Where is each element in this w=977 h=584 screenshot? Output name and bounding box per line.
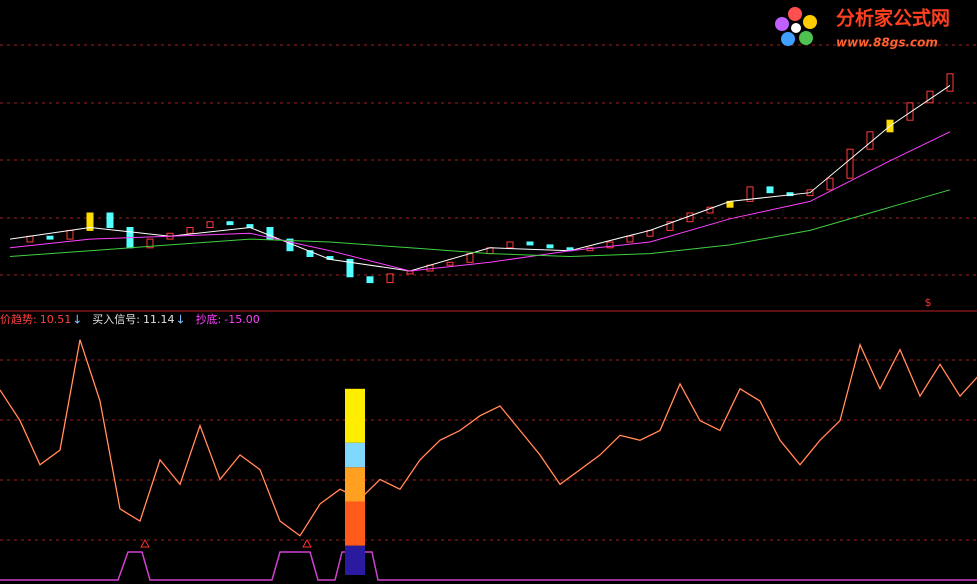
candle	[526, 241, 534, 246]
signal-line	[0, 551, 977, 581]
stack-segment	[345, 501, 365, 546]
candle	[626, 235, 634, 243]
candle	[906, 102, 914, 121]
stack-segment	[345, 388, 365, 443]
moving-average	[9, 189, 951, 258]
candle	[106, 212, 114, 228]
stack-segment	[345, 442, 365, 468]
candle	[846, 148, 854, 179]
legend-label: 抄底:	[196, 312, 222, 326]
logo-title: 分析家公式网	[836, 7, 950, 30]
logo-petal	[781, 32, 795, 46]
candle	[746, 186, 754, 202]
logo-petal	[799, 31, 813, 45]
candle	[86, 212, 94, 231]
grid	[0, 44, 977, 541]
legend-value: 10.51	[40, 313, 72, 326]
logo-petal	[803, 15, 817, 29]
candle	[226, 221, 234, 226]
legend-label: 买入信号:	[92, 313, 140, 326]
logo-url: www.88gs.com	[836, 36, 938, 50]
candle	[266, 227, 274, 240]
moving-average	[9, 131, 951, 272]
candle	[446, 261, 454, 266]
candle	[306, 250, 314, 257]
logo-petal	[788, 7, 802, 21]
candle	[546, 244, 554, 249]
candle	[206, 221, 214, 228]
logo: 分析家公式网 www.88gs.com	[775, 7, 950, 50]
trend-highlight	[0, 339, 977, 537]
candle	[186, 227, 194, 234]
candle	[666, 221, 674, 231]
logo-center	[791, 23, 801, 33]
legend-value: 11.14	[143, 313, 175, 326]
stack-segment	[345, 545, 365, 575]
candle	[766, 186, 774, 194]
candle	[146, 238, 154, 249]
candle	[606, 241, 614, 249]
legend-value: -15.00	[224, 313, 259, 326]
candle	[506, 241, 514, 249]
legend: 价趋势: 10.51 ↓ 买入信号: 11.14 ↓ 抄底: -15.00	[0, 312, 260, 327]
alert-triangle	[140, 538, 150, 548]
legend-label: 价趋势:	[0, 313, 37, 326]
legend-arrow: ↓	[72, 313, 82, 327]
signal-marker: $	[925, 296, 932, 309]
alert-triangle	[302, 538, 312, 548]
candle	[46, 235, 54, 240]
candle	[826, 177, 834, 191]
logo-petal	[775, 17, 789, 31]
legend-arrow: ↓	[176, 313, 186, 327]
candle	[386, 273, 394, 284]
candle	[346, 258, 354, 278]
candle	[366, 276, 374, 284]
candle	[946, 73, 954, 92]
stack-segment	[345, 467, 365, 502]
